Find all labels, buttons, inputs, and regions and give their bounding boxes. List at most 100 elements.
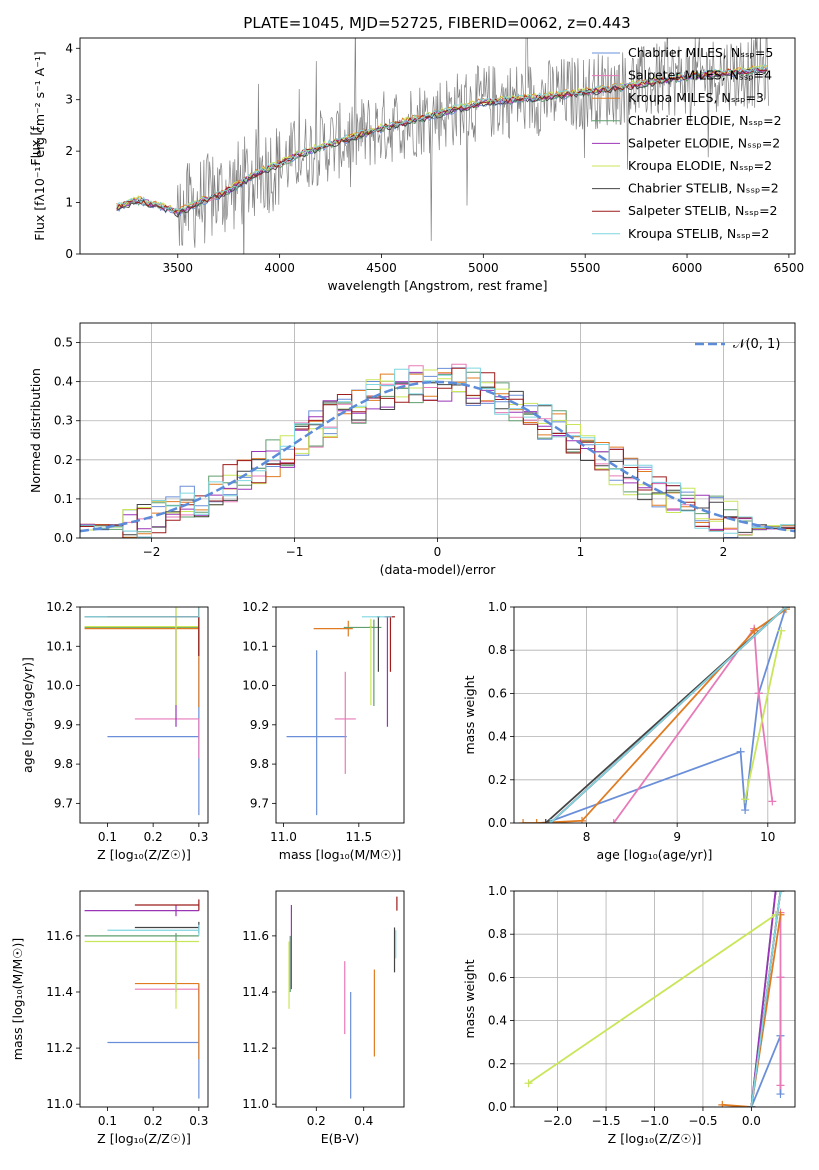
x-tick-label: 0.2 [144, 830, 163, 844]
mass-vs-z-panel: 0.1 0.2 0.3 11.0 11.2 11.4 11.6 Z [log₁₀(Z/Z☉)]… [10, 890, 209, 1146]
residuals-panel: −2 −1 0 1 2 0.0 0.1 0.2 0.3 0.4 0.5 (data-model)/er… [28, 322, 796, 577]
legend-label: Chabrier MILES, Nₛₛₚ=5 [628, 45, 773, 60]
weight-marker [609, 819, 618, 823]
weight-marker [776, 891, 785, 895]
weight-line [744, 630, 783, 800]
x-tick-label: 5500 [570, 261, 601, 275]
y-tick-label: 1 [65, 196, 73, 210]
axes-frame [513, 890, 796, 1108]
weight-line [549, 607, 787, 823]
x-tick-label: 0.1 [98, 1114, 117, 1128]
y-tick-label: 0.0 [488, 1100, 507, 1114]
y-tick-label: 0.5 [54, 336, 73, 350]
x-axis-label: E(B-V) [321, 1131, 360, 1146]
x-tick-label: 0.3 [189, 830, 208, 844]
y-axis-label: mass weight [462, 959, 477, 1038]
x-axis-label: wavelength [Angstrom, rest frame] [327, 278, 547, 293]
y-axis-label: Flux [fλ10⁻¹⁷ erg cm⁻² s⁻¹ A⁻¹] [32, 51, 47, 240]
y-tick-label: 11.0 [242, 1097, 269, 1111]
axes-frame [79, 890, 209, 1108]
model-spectrum-line-kroupa-stelib [116, 63, 768, 214]
x-tick-label: 0.1 [98, 830, 117, 844]
y-tick-label: 9.8 [54, 757, 73, 771]
weight-marker [768, 797, 777, 806]
y-tick-label: 0.0 [54, 531, 73, 545]
weight-line [527, 914, 777, 1084]
x-tick-label: 0.4 [354, 1114, 373, 1128]
weight-marker [519, 819, 528, 823]
weight-line [722, 914, 782, 1107]
weight-marker [577, 816, 586, 823]
x-tick-label: 4000 [264, 261, 295, 275]
x-axis-label: Z [log₁₀(Z/Z☉)] [97, 847, 191, 862]
plot-area [286, 616, 395, 816]
weight-marker [771, 910, 780, 919]
y-tick-label: 10.0 [242, 679, 269, 693]
y-axis-label: Normed distribution [28, 368, 43, 493]
x-tick-label: −2 [143, 545, 161, 559]
y-axis-label: Flux [f [28, 126, 43, 166]
x-tick-label: 11.5 [345, 830, 372, 844]
y-tick-label: 9.9 [250, 718, 269, 732]
x-tick-label: −1.0 [640, 1114, 669, 1128]
histogram-step-chabrier-stelib [80, 382, 795, 536]
x-tick-label: 4500 [366, 261, 397, 275]
weight-marker [771, 891, 780, 895]
x-tick-label: 0.0 [742, 1114, 761, 1128]
y-tick-label: 1.0 [488, 600, 507, 614]
y-tick-label: 0.4 [54, 375, 73, 389]
axes-frame [79, 606, 209, 824]
weight-marker [776, 973, 785, 982]
x-tick-label: 0.2 [307, 1114, 326, 1128]
y-tick-label: 10.0 [46, 679, 73, 693]
x-tick-label: 0.2 [144, 1114, 163, 1128]
y-tick-label: 0.4 [488, 730, 507, 744]
plot-area [288, 896, 398, 1099]
x-tick-label: −1.5 [591, 1114, 620, 1128]
y-tick-label: 10.2 [242, 600, 269, 614]
plot-area [84, 607, 200, 816]
x-tick-label: 2 [720, 545, 728, 559]
axes-frame [513, 606, 796, 824]
legend-label: Salpeter MILES, Nₛₛₚ=4 [628, 68, 772, 83]
x-tick-label: 5000 [468, 261, 499, 275]
x-tick-label: −1 [286, 545, 304, 559]
plot-area [84, 899, 200, 1099]
legend-label: Kroupa STELIB, Nₛₛₚ=2 [628, 226, 769, 241]
y-tick-label: 0.3 [54, 414, 73, 428]
legend-label: 𝒩(0, 1) [733, 337, 780, 352]
y-tick-label: 0.4 [488, 1014, 507, 1028]
weight-marker [741, 806, 750, 815]
axes-frame [79, 322, 796, 539]
histogram-step-kroupa-stelib [80, 367, 795, 538]
y-tick-label: 11.0 [46, 1097, 73, 1111]
y-tick-label: 0.8 [488, 927, 507, 941]
x-tick-label: 1 [577, 545, 585, 559]
weight-line [750, 891, 782, 1107]
y-axis-label: mass [log₁₀(M/M☉)] [10, 938, 25, 1060]
x-tick-label: 0 [434, 545, 442, 559]
plot-area [116, 38, 769, 254]
x-tick-label: −0.5 [688, 1114, 717, 1128]
legend-label: Chabrier STELIB, Nₛₛₚ=2 [628, 181, 779, 196]
axes-frame [275, 606, 405, 824]
weight-marker [532, 819, 541, 823]
y-axis-label: mass weight [462, 675, 477, 754]
y-tick-label: 9.8 [250, 757, 269, 771]
legend-label: Kroupa ELODIE, Nₛₛₚ=2 [628, 158, 772, 173]
y-tick-label: 11.6 [242, 929, 269, 943]
weight-marker [781, 607, 790, 611]
x-tick-label: 9 [673, 830, 681, 844]
x-tick-label: 11.0 [270, 830, 297, 844]
x-tick-label: 6500 [774, 261, 805, 275]
spectrum-panel: 3500 4000 4500 5000 5500 6000 6500 0 1 2 3 4 wavelen… [28, 37, 805, 293]
y-tick-label: 9.9 [54, 718, 73, 732]
x-axis-label: Z [log₁₀(Z/Z☉)] [608, 1131, 702, 1146]
weight-marker [750, 626, 759, 635]
age-vs-z-panel: 0.1 0.2 0.3 9.7 9.8 9.9 10.0 10.1 10.2 Z [log₁₀(Z… [20, 600, 209, 862]
weight-marker [777, 626, 786, 635]
y-tick-label: 0.2 [488, 773, 507, 787]
y-tick-label: 9.7 [250, 796, 269, 810]
plot-area [80, 363, 795, 538]
